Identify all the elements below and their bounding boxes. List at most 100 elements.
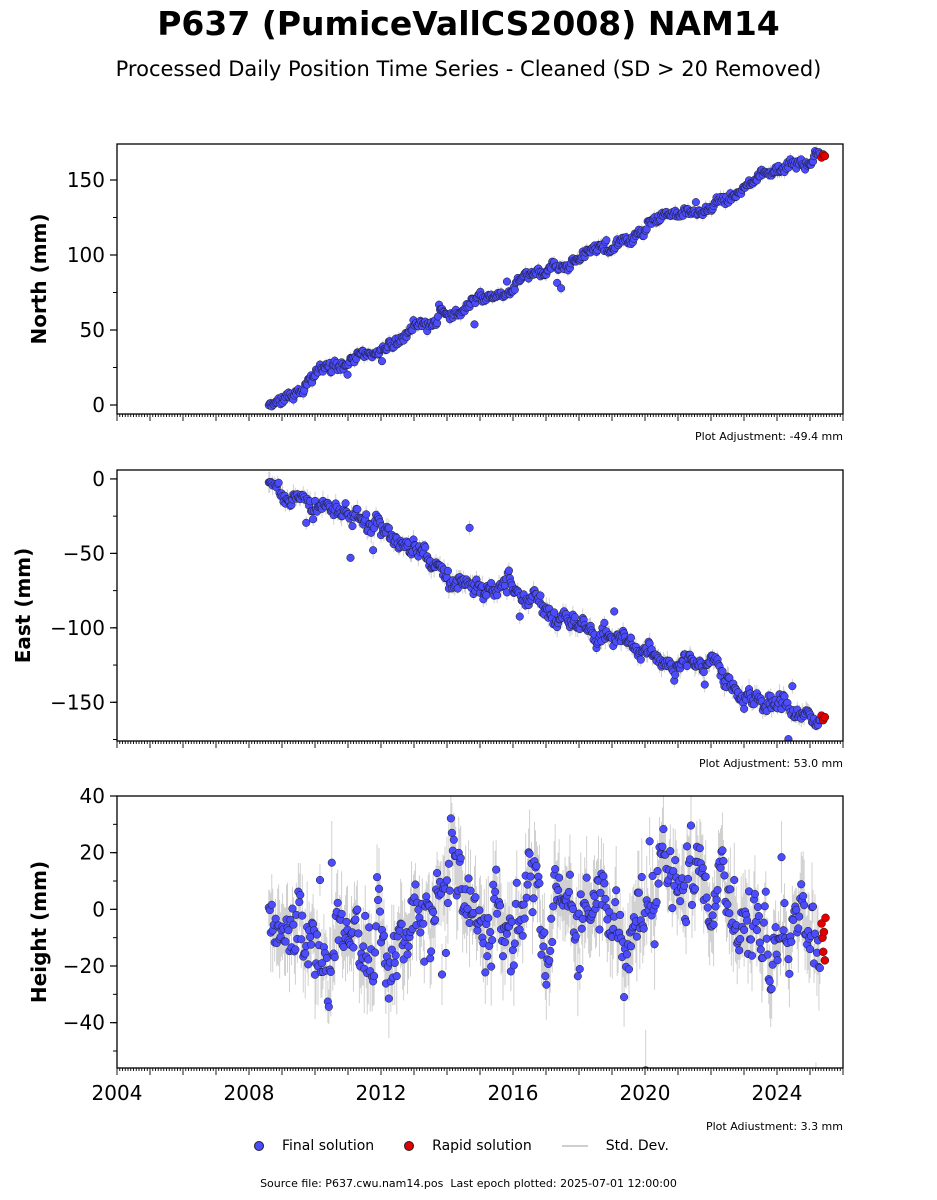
final-point	[427, 947, 436, 956]
final-point	[701, 872, 710, 881]
final-point	[797, 880, 806, 889]
final-point	[304, 960, 313, 969]
final-point	[799, 892, 808, 901]
panel-1: 0 −50 −100 −150 East (mm) Plot Adjustment: 53…	[11, 467, 844, 770]
final-point	[541, 972, 550, 981]
final-point	[735, 946, 744, 955]
final-point	[634, 888, 643, 897]
plot-frame	[116, 143, 844, 415]
plot-adjustment: Plot Adjustment: -49.4 mm	[695, 430, 843, 443]
footer-last-epoch: Last epoch plotted: 2025-07-01 12:00:00	[450, 1177, 677, 1190]
final-point	[564, 887, 574, 896]
x-tick-label: 2024	[752, 1081, 803, 1105]
final-point	[577, 924, 586, 933]
final-point	[784, 955, 793, 964]
final-point	[518, 931, 527, 940]
final-point	[302, 518, 311, 527]
final-point	[785, 969, 794, 978]
final-point	[777, 853, 786, 862]
final-point	[522, 893, 531, 902]
final-point	[532, 861, 541, 870]
final-point	[465, 523, 474, 532]
plot-area-0	[264, 145, 830, 411]
final-point	[341, 499, 350, 508]
final-point	[267, 900, 276, 909]
panel-2: 40 20 0 −20 −40 2004 2008 2012 2016 2020 2024 Heigh…	[27, 784, 844, 1130]
plot-area-1	[264, 471, 830, 741]
final-point	[392, 972, 401, 981]
rapid-solution-marker-icon	[404, 1141, 415, 1151]
y-tick-label: 20	[80, 841, 105, 865]
final-point	[433, 319, 442, 328]
final-point	[537, 950, 546, 959]
final-point	[600, 879, 609, 888]
final-point	[414, 905, 423, 914]
final-point	[666, 847, 675, 856]
final-point	[488, 936, 497, 945]
final-point	[652, 898, 661, 907]
final-point	[743, 916, 752, 925]
final-point	[600, 618, 609, 627]
final-point	[709, 920, 718, 929]
final-point	[654, 879, 663, 888]
final-point	[397, 920, 406, 929]
legend-item-rapid: Rapid solution	[404, 1138, 532, 1154]
final-point	[526, 872, 535, 881]
final-point	[762, 934, 771, 943]
final-point	[771, 923, 780, 932]
final-point	[463, 904, 472, 913]
final-point	[535, 879, 544, 888]
final-point	[466, 886, 475, 895]
final-point	[650, 940, 659, 949]
final-point	[755, 938, 764, 947]
final-point	[486, 928, 495, 937]
rapid-point	[819, 927, 829, 937]
final-point	[576, 890, 585, 899]
rapid-point	[818, 947, 828, 957]
final-point	[536, 591, 545, 600]
legend-label-rapid: Rapid solution	[432, 1138, 532, 1154]
final-point	[404, 942, 413, 951]
final-point	[671, 670, 680, 679]
final-point	[565, 870, 574, 879]
chart-subtitle: Processed Daily Position Time Series - C…	[115, 57, 822, 81]
final-point	[590, 892, 599, 901]
final-point	[756, 945, 765, 954]
final-point	[289, 920, 298, 929]
final-point	[703, 903, 712, 912]
final-point	[437, 970, 447, 979]
final-point	[708, 911, 717, 920]
panel-0: 0 50 100 150 North (mm) Plot Adjustment: -49.…	[27, 143, 844, 443]
rapid-point	[821, 913, 830, 923]
final-point	[512, 878, 521, 887]
final-point	[719, 856, 728, 866]
final-solution-marker-icon	[254, 1141, 264, 1151]
final-point	[746, 935, 756, 944]
final-point	[611, 898, 620, 907]
final-point	[547, 914, 556, 923]
final-point	[315, 875, 325, 885]
final-point	[668, 904, 677, 913]
final-point	[464, 874, 473, 883]
final-point	[364, 955, 373, 964]
final-point	[443, 898, 452, 908]
final-point	[297, 935, 306, 944]
final-point	[387, 945, 396, 954]
final-point	[683, 874, 693, 883]
final-point	[540, 928, 549, 937]
final-point	[599, 872, 608, 881]
final-point	[682, 842, 692, 851]
final-point	[330, 953, 339, 962]
final-point	[753, 902, 762, 912]
final-point	[539, 942, 548, 951]
final-point	[384, 994, 393, 1003]
final-point	[306, 933, 315, 942]
final-point	[426, 954, 435, 963]
final-point	[500, 938, 510, 947]
final-point	[658, 842, 667, 851]
final-point	[616, 910, 625, 919]
final-point	[288, 904, 297, 913]
final-point	[671, 856, 680, 865]
final-point	[504, 566, 513, 575]
final-point	[548, 937, 557, 947]
